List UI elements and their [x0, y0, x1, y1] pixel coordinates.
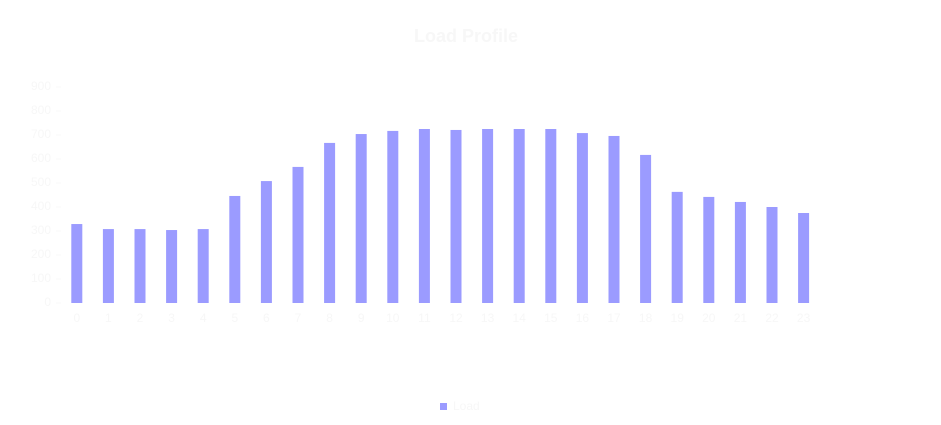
bar [229, 195, 241, 303]
bar [450, 129, 462, 303]
bar [134, 229, 146, 303]
y-tick-label: 300 [31, 223, 51, 237]
x-tick-label: 14 [513, 311, 527, 325]
bar [197, 229, 209, 303]
x-tick-label: 0 [73, 311, 80, 325]
x-tick-label: 1 [105, 311, 112, 325]
bar [703, 196, 715, 303]
bar [102, 229, 114, 303]
y-tick-label: 600 [31, 151, 51, 165]
bar [292, 166, 304, 303]
x-tick-label: 9 [358, 311, 365, 325]
x-tick-label: 13 [481, 311, 495, 325]
bar [166, 230, 178, 303]
x-tick-label: 22 [765, 311, 779, 325]
x-tick-label: 7 [295, 311, 302, 325]
x-tick-label: 15 [544, 311, 558, 325]
bar [482, 129, 494, 303]
y-tick-label: 200 [31, 247, 51, 261]
bar [766, 207, 778, 303]
x-tick-label: 16 [576, 311, 590, 325]
x-tick-label: 18 [639, 311, 653, 325]
y-tick-label: 500 [31, 175, 51, 189]
bar [671, 191, 683, 303]
bar [640, 154, 652, 303]
x-tick-label: 5 [231, 311, 238, 325]
bar [608, 135, 620, 303]
bar [387, 130, 399, 303]
x-tick-label: 21 [734, 311, 748, 325]
x-tick-label: 23 [797, 311, 811, 325]
x-tick-label: 2 [137, 311, 144, 325]
bar [260, 181, 272, 303]
chart-title: Load Profile [414, 26, 518, 46]
legend-label: Load [453, 399, 480, 413]
x-tick-label: 17 [607, 311, 621, 325]
y-tick-label: 0 [44, 295, 51, 309]
y-tick-label: 400 [31, 199, 51, 213]
x-tick-label: 4 [200, 311, 207, 325]
y-tick-label: 700 [31, 127, 51, 141]
y-tick-label: 100 [31, 271, 51, 285]
legend-swatch [440, 403, 447, 410]
x-tick-label: 10 [386, 311, 400, 325]
bar [545, 129, 557, 303]
bar [513, 129, 525, 303]
x-tick-label: 6 [263, 311, 270, 325]
x-tick-label: 12 [449, 311, 463, 325]
bar [798, 213, 810, 303]
x-tick-label: 8 [326, 311, 333, 325]
bar [576, 133, 588, 303]
x-tick-label: 3 [168, 311, 175, 325]
x-tick-label: 11 [418, 311, 431, 325]
bar [71, 224, 83, 303]
y-tick-label: 900 [31, 79, 51, 93]
bar [355, 134, 367, 303]
y-tick-label: 800 [31, 103, 51, 117]
bar [324, 142, 336, 303]
bar [418, 129, 430, 303]
bar [734, 201, 746, 303]
x-tick-label: 19 [671, 311, 685, 325]
x-tick-label: 20 [702, 311, 716, 325]
